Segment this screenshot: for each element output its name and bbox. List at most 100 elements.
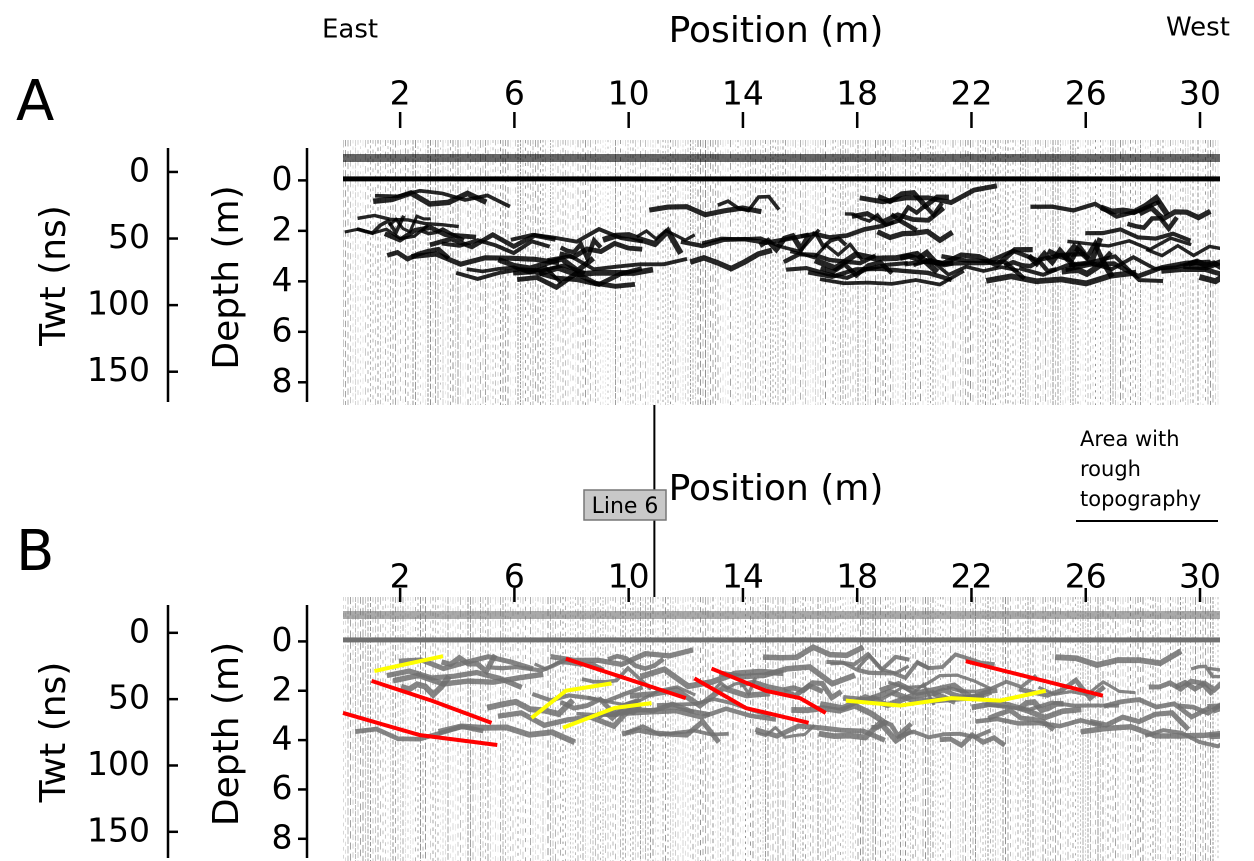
x-tick-label: 18 <box>836 74 878 113</box>
radargram-texture <box>343 154 1220 162</box>
panel-label: A <box>16 69 54 134</box>
radargram-texture <box>343 637 1220 643</box>
line-6-box <box>583 489 667 521</box>
radargram-texture <box>343 176 1220 182</box>
y-tick-label: 2 <box>272 209 293 248</box>
radargram-texture <box>1145 243 1220 258</box>
interpreted-reflector <box>965 659 1104 698</box>
radargram-texture <box>343 611 1220 619</box>
interpreted-reflector <box>342 711 498 748</box>
y-tick-label: 0 <box>272 620 293 659</box>
radargram-texture <box>807 266 953 283</box>
radargram-texture <box>811 217 918 240</box>
y2-tick-label: 0 <box>129 611 150 650</box>
y-tick-label: 4 <box>272 260 293 299</box>
radargram-texture <box>877 189 949 210</box>
radargram-texture <box>1103 697 1211 720</box>
x-tick-label: 6 <box>504 74 525 113</box>
radargram-texture <box>1144 728 1220 749</box>
y-tick-label: 8 <box>272 817 293 856</box>
radargram-texture <box>1046 237 1103 267</box>
radargram-texture <box>1089 710 1191 732</box>
x-tick-label: 10 <box>608 74 650 113</box>
radargram-texture <box>820 259 894 279</box>
radargram-texture <box>782 251 877 266</box>
interpreted-reflector <box>710 666 827 715</box>
radargram-texture <box>851 206 946 225</box>
radargram-texture <box>421 227 465 242</box>
radargram-texture <box>791 702 889 727</box>
radargram-texture <box>987 707 1056 732</box>
x-tick-label: 2 <box>390 557 411 596</box>
radargram-texture <box>559 696 641 717</box>
radargram-texture <box>758 232 812 255</box>
radargram-texture <box>1148 678 1215 696</box>
radargram-texture <box>1026 246 1078 269</box>
radargram-texture <box>925 247 1033 269</box>
y2-tick-label: 0 <box>129 150 150 189</box>
radargram-texture <box>1198 274 1220 285</box>
radargram-texture <box>429 232 557 250</box>
y-tick-label: 4 <box>272 719 293 758</box>
radargram-texture <box>626 706 777 722</box>
radargram-texture <box>718 664 856 687</box>
radargram-texture <box>1061 258 1115 279</box>
radargram-texture <box>486 698 575 718</box>
x-tick-label: 6 <box>504 557 525 596</box>
radargram-texture <box>386 246 451 262</box>
y-axis-label: Depth (m) <box>206 642 247 826</box>
radargram-texture <box>1067 236 1192 252</box>
radargram-texture <box>857 659 931 681</box>
radargram-texture <box>785 260 908 280</box>
radargram-texture <box>356 214 406 237</box>
radargram-texture <box>441 238 551 256</box>
y2-tick-label: 50 <box>108 217 150 256</box>
line-6-label: Line 6 <box>592 494 659 519</box>
annotation: Area with <box>1080 427 1180 451</box>
x-tick-label: 22 <box>950 74 992 113</box>
interpreted-reflector <box>565 656 687 701</box>
annotation: rough <box>1080 457 1141 481</box>
radargram-texture <box>440 653 498 676</box>
y2-axis-label: Twt (ns) <box>33 662 74 804</box>
radargram-texture <box>547 254 688 272</box>
radargram-texture <box>635 228 696 242</box>
y2-axis-label: Twt (ns) <box>33 205 74 347</box>
interpreted-reflector <box>845 688 1047 708</box>
radargram-texture <box>762 644 865 661</box>
radargram-texture <box>1085 227 1192 243</box>
radargram-texture <box>648 204 762 218</box>
radargram-image <box>343 140 1220 405</box>
radargram-texture <box>1183 259 1220 271</box>
radargram-texture <box>392 671 544 687</box>
x-tick-label: 2 <box>390 74 411 113</box>
radargram-texture <box>559 236 603 265</box>
radargram-texture <box>1219 732 1220 737</box>
radargram-texture <box>357 213 460 229</box>
radargram-texture <box>639 666 784 690</box>
y-axis-label: Depth (m) <box>206 185 247 369</box>
x-axis-label: Position (m) <box>669 468 884 509</box>
radargram-texture <box>819 269 965 287</box>
radargram-image <box>343 597 1220 861</box>
radargram-texture <box>1126 215 1179 233</box>
radargram-texture <box>388 214 431 234</box>
east-label: East <box>322 15 378 45</box>
interpreted-reflector <box>693 676 810 725</box>
radargram-texture <box>497 255 596 274</box>
interpreted-reflector <box>562 701 652 730</box>
radargram-texture <box>1177 702 1220 716</box>
radargram-texture <box>1190 664 1220 679</box>
interpreted-reflector <box>374 654 444 673</box>
radargram-texture <box>1161 266 1220 277</box>
radargram-texture <box>587 685 696 707</box>
y2-tick-label: 150 <box>87 350 150 389</box>
annotation: topography <box>1080 487 1201 511</box>
radargram-texture <box>689 247 773 272</box>
panel-label: B <box>16 519 54 584</box>
radargram-texture <box>374 188 511 209</box>
radargram-texture <box>754 723 886 743</box>
x-tick-label: 30 <box>1179 74 1221 113</box>
radargram-texture <box>1030 199 1161 219</box>
